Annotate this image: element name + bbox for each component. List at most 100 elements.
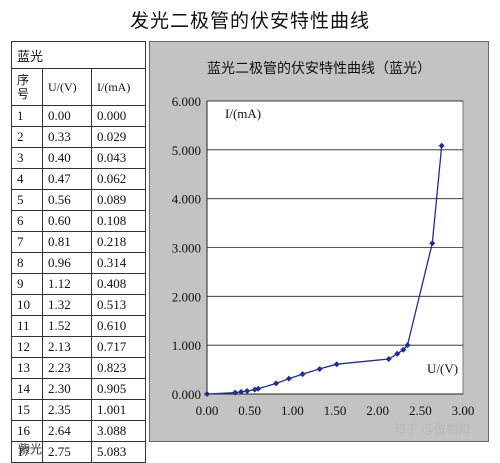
header-index-text: 序号	[17, 73, 30, 101]
cell-current: 0.062	[91, 168, 146, 190]
header-voltage: U/(V)	[42, 68, 92, 106]
cell-index: 4	[11, 168, 43, 190]
cell-current: 0.610	[91, 315, 146, 337]
y-tick-label: 6.000	[172, 94, 201, 109]
x-tick-label: 0.50	[238, 403, 261, 418]
table-row: 3 0.40 0.043	[11, 147, 146, 169]
data-point	[204, 391, 210, 397]
cell-current: 0.089	[91, 189, 146, 211]
cell-voltage: 0.96	[42, 252, 92, 274]
table-row: 15 2.35 1.001	[11, 399, 146, 421]
table-row: 13 2.23 0.823	[11, 357, 146, 379]
table-body: 1 0.00 0.000 2 0.33 0.029 3 0.40 0.043 4 0.47 0.062…	[11, 105, 146, 463]
cell-voltage: 2.64	[42, 420, 92, 442]
cell-index: 5	[11, 189, 43, 211]
table-row: 14 2.30 0.905	[11, 378, 146, 400]
cut-off-text: 紫光	[18, 442, 43, 456]
cell-current: 0.314	[91, 252, 146, 274]
data-point	[404, 342, 411, 349]
y-tick-label: 3.000	[172, 241, 201, 256]
table-row: 11 1.52 0.610	[11, 315, 146, 337]
table-row: 16 2.64 3.088	[11, 420, 146, 442]
cell-voltage: 0.60	[42, 210, 92, 232]
y-tick-label: 2.000	[172, 289, 201, 304]
cell-current: 5.083	[91, 441, 146, 463]
y-tick-label: 1.000	[172, 338, 201, 353]
cell-index: 1	[11, 105, 43, 127]
x-tick-label: 3.00	[452, 403, 475, 418]
table-group-row: 蓝光	[11, 41, 146, 69]
cell-current: 3.088	[91, 420, 146, 442]
table-row: 4 0.47 0.062	[11, 168, 146, 190]
x-tick-label: 1.00	[281, 403, 304, 418]
table-row: 8 0.96 0.314	[11, 252, 146, 274]
data-point	[333, 361, 340, 368]
cell-current: 1.001	[91, 399, 146, 421]
cell-index: 6	[11, 210, 43, 232]
x-tick-label: 2.50	[409, 403, 432, 418]
chart-panel: 0.000 1.000 2.000 3.000 4.000 5.000 6.000 0.00 0…	[149, 41, 489, 442]
cell-voltage: 2.13	[42, 336, 92, 358]
cell-voltage: 2.23	[42, 357, 92, 379]
cell-current: 0.408	[91, 273, 146, 295]
cell-current: 0.000	[91, 105, 146, 127]
cell-index: 14	[11, 378, 43, 400]
data-point	[385, 355, 392, 362]
x-tick-label: 2.00	[366, 403, 389, 418]
cell-voltage: 0.81	[42, 231, 92, 253]
cell-index: 16	[11, 420, 43, 442]
table-row: 2 0.33 0.029	[11, 126, 146, 148]
cell-current: 0.823	[91, 357, 146, 379]
cell-index: 3	[11, 147, 43, 169]
data-point	[394, 350, 401, 357]
cell-index: 12	[11, 336, 43, 358]
cell-index: 11	[11, 315, 43, 337]
table-row: 1 0.00 0.000	[11, 105, 146, 127]
data-point	[238, 388, 245, 395]
y-axis-label: I/(mA)	[225, 106, 261, 121]
table-row: 9 1.12 0.408	[11, 273, 146, 295]
page-title: 发光二极管的伏安特性曲线	[129, 10, 370, 32]
table-row: 10 1.32 0.513	[11, 294, 146, 316]
chart-svg: 0.000 1.000 2.000 3.000 4.000 5.000 6.000 0.00 0…	[172, 94, 475, 418]
cell-index: 7	[11, 231, 43, 253]
cell-index: 15	[11, 399, 43, 421]
cell-voltage: 0.40	[42, 147, 92, 169]
cell-current: 0.218	[91, 231, 146, 253]
table-row: 7 0.81 0.218	[11, 231, 146, 253]
table-group-label: 蓝光	[11, 41, 146, 69]
cell-current: 0.717	[91, 336, 146, 358]
cell-voltage: 0.56	[42, 189, 92, 211]
cell-index: 2	[11, 126, 43, 148]
cell-index: 13	[11, 357, 43, 379]
cell-current: 0.043	[91, 147, 146, 169]
watermark: 知乎 @做相知	[394, 422, 470, 436]
data-point	[232, 389, 239, 396]
data-point	[316, 365, 323, 372]
y-tick-label: 4.000	[172, 192, 201, 207]
cell-current: 0.108	[91, 210, 146, 232]
header-current: I/(mA)	[91, 68, 146, 106]
table-row: 5 0.56 0.089	[11, 189, 146, 211]
table-header-row: 序号 U/(V) I/(mA)	[11, 68, 146, 106]
x-tick-label: 0.00	[196, 403, 219, 418]
cell-index: 10	[11, 294, 43, 316]
data-point	[244, 387, 251, 394]
x-tick-label: 1.50	[324, 403, 347, 418]
cell-voltage: 2.75	[42, 441, 92, 463]
chart-title: 蓝光二极管的伏安特性曲线（蓝光）	[207, 61, 431, 77]
data-point	[429, 240, 436, 247]
data-point	[400, 346, 407, 353]
data-point	[251, 386, 258, 393]
cell-current: 0.905	[91, 378, 146, 400]
cell-index: 8	[11, 252, 43, 274]
cell-voltage: 0.00	[42, 105, 92, 127]
y-tick-label: 5.000	[172, 143, 201, 158]
cell-index: 9	[11, 273, 43, 295]
data-point	[285, 375, 292, 382]
y-tick-label: 0.000	[172, 387, 201, 402]
header-index: 序号	[11, 68, 43, 106]
data-point	[273, 380, 280, 387]
cell-voltage: 1.32	[42, 294, 92, 316]
data-point	[255, 385, 262, 392]
